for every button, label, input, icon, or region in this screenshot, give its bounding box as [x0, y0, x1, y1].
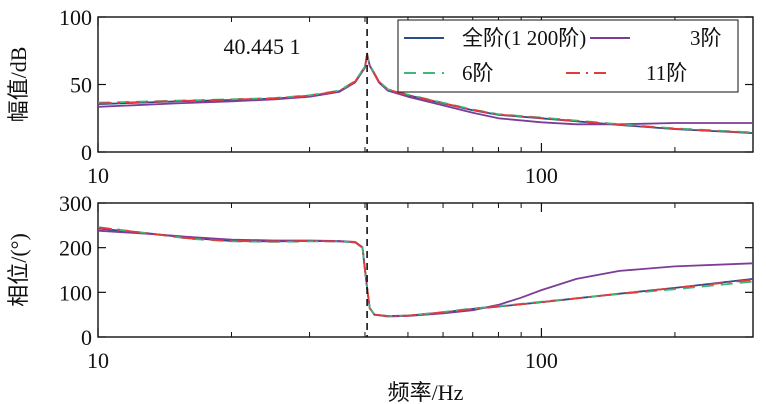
- series-line-4: [98, 226, 753, 317]
- x-tick-label: 10: [87, 348, 109, 373]
- series-line-2: [98, 229, 753, 318]
- plot-area-1: [98, 226, 753, 318]
- series-line-3: [98, 226, 753, 317]
- y-tick-label: 0: [81, 325, 92, 350]
- plot-area-0: [98, 52, 753, 134]
- y-tick-label: 100: [59, 280, 92, 305]
- series-line-1: [98, 227, 753, 317]
- y-axis-label: 幅值/dB: [6, 47, 31, 123]
- axes-frame-1: [97, 202, 754, 338]
- y-tick-label: 200: [59, 236, 92, 261]
- legend-label-1: 全阶(1 200阶): [462, 26, 586, 50]
- y-tick-label: 50: [70, 73, 92, 98]
- x-tick-label: 10: [87, 163, 109, 188]
- y-tick-label: 0: [81, 140, 92, 165]
- y-tick-label: 300: [59, 191, 92, 216]
- x-tick-label: 100: [525, 348, 558, 373]
- legend: 全阶(1 200阶) 3阶 6阶 11阶: [397, 19, 739, 93]
- x-axis-label: 频率/Hz: [388, 380, 464, 404]
- x-tick-label: 100: [525, 163, 558, 188]
- legend-label-2: 3阶: [690, 26, 722, 50]
- resonance-frequency-label: 40.445 1: [224, 34, 301, 59]
- y-tick-label: 100: [59, 5, 92, 30]
- y-axis-label: 相位/(°): [6, 233, 31, 307]
- legend-label-4: 11阶: [646, 61, 687, 85]
- legend-box: [397, 19, 739, 93]
- legend-label-3: 6阶: [462, 61, 494, 85]
- series-line-4: [98, 53, 753, 134]
